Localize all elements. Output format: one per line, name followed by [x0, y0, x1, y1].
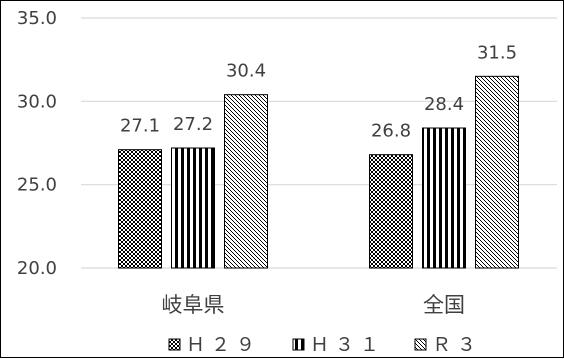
- y-tick-label: 25.0: [17, 175, 57, 196]
- legend-label: Ｈ３１: [310, 334, 385, 356]
- bar: [476, 76, 519, 268]
- bar: [119, 150, 162, 268]
- category-label: 全国: [423, 293, 465, 317]
- data-label: 31.5: [477, 42, 517, 63]
- data-label: 30.4: [226, 61, 266, 82]
- data-label: 27.2: [173, 114, 213, 135]
- legend-label: Ｒ３: [432, 334, 482, 356]
- legend-swatch: [293, 339, 304, 350]
- bar: [172, 148, 215, 268]
- legend-label: Ｈ２９: [186, 334, 261, 356]
- bar: [370, 155, 413, 268]
- legend-swatch: [169, 339, 180, 350]
- data-label: 27.1: [120, 116, 160, 137]
- y-tick-label: 30.0: [17, 91, 57, 112]
- data-label: 26.8: [371, 121, 411, 142]
- y-tick-label: 20.0: [17, 258, 57, 279]
- data-label: 28.4: [424, 94, 464, 115]
- category-label: 岐阜県: [162, 293, 225, 317]
- bar: [423, 128, 466, 268]
- legend-swatch: [415, 339, 426, 350]
- y-tick-label: 35.0: [17, 8, 57, 29]
- bar: [225, 95, 268, 268]
